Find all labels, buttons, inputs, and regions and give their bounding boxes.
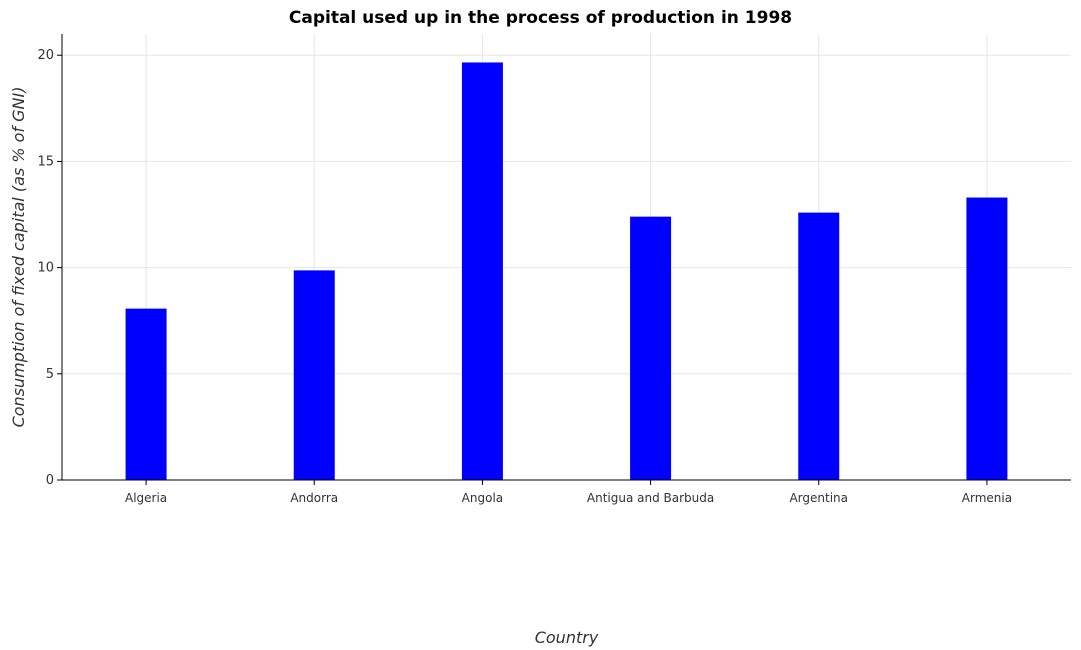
chart-title: Capital used up in the process of produc… [288,8,793,28]
x-tick-label: Algeria [125,491,167,505]
y-tick-label: 5 [46,367,54,382]
x-tick-label: Antigua and Barbuda [587,491,714,505]
bar-armenia [966,197,1008,481]
axes [57,34,1071,485]
y-tick-label: 10 [37,261,54,276]
y-tick-label: 0 [46,473,54,488]
x-tick-label: Angola [462,491,503,505]
bar-andorra [293,270,335,480]
bars [125,62,1008,481]
y-tick-label: 20 [37,48,54,63]
bar-argentina [798,212,840,481]
x-tick-label: Armenia [962,491,1012,505]
grid-lines [62,34,1071,481]
axis-labels: 0 5 10 15 20 Algeria Andorra Angola Antigua and … [37,48,1012,505]
bar-algeria [125,308,167,480]
x-tick-label: Andorra [290,491,338,505]
x-tick-label: Argentina [789,491,848,505]
bar-angola [461,62,503,481]
x-axis-title: Country [535,628,599,647]
y-axis-title: Consumption of fixed capital (as % of GN… [9,87,28,428]
y-tick-label: 15 [37,154,54,169]
bar-antigua-and-barbuda [630,216,672,480]
